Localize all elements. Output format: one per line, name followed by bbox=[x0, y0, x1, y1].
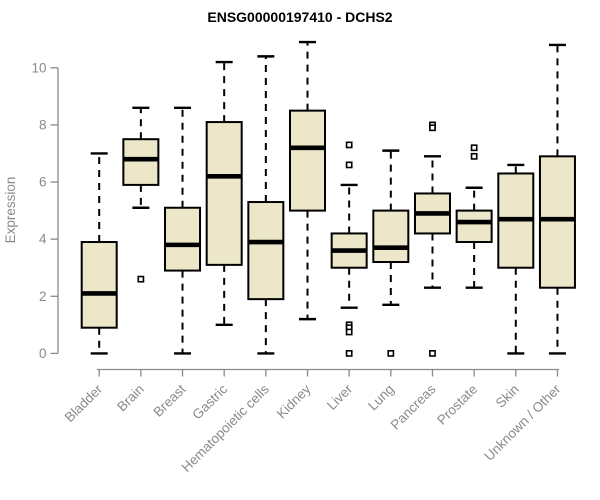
box-group bbox=[289, 40, 326, 321]
box-group bbox=[247, 55, 285, 355]
y-tick-label: 0 bbox=[39, 346, 47, 361]
x-category-label: Pancreas bbox=[388, 381, 439, 432]
y-tick-label: 4 bbox=[39, 232, 47, 247]
x-category-label: Lung bbox=[365, 382, 397, 414]
y-tick-label: 6 bbox=[39, 175, 47, 190]
outlier-point bbox=[345, 141, 353, 149]
outlier-point bbox=[387, 349, 395, 357]
x-category-label: Bladder bbox=[62, 381, 106, 425]
x-category-label: Prostate bbox=[434, 382, 480, 428]
box bbox=[455, 209, 493, 244]
outlier-point bbox=[137, 275, 145, 283]
outlier-point bbox=[470, 152, 478, 160]
outlier-point bbox=[345, 161, 353, 169]
outlier-point bbox=[345, 349, 353, 357]
box-group bbox=[164, 106, 202, 355]
box-group bbox=[205, 60, 243, 327]
box-group bbox=[538, 43, 576, 355]
box bbox=[372, 209, 410, 264]
y-tick-label: 2 bbox=[39, 289, 47, 304]
x-category-label: Breast bbox=[150, 381, 188, 419]
box-group bbox=[455, 144, 493, 289]
box bbox=[122, 138, 160, 186]
outlier-point bbox=[429, 349, 436, 357]
y-tick-label: 10 bbox=[31, 60, 46, 75]
y-axis-title: Expression bbox=[3, 177, 18, 244]
x-category-label: Brain bbox=[114, 382, 147, 415]
outlier-point bbox=[345, 328, 353, 336]
x-category-label: Skin bbox=[493, 382, 522, 411]
chart-title: ENSG00000197410 - DCHS2 bbox=[207, 9, 393, 25]
box-group bbox=[122, 106, 160, 283]
box bbox=[80, 241, 118, 329]
box bbox=[538, 155, 576, 289]
x-category-label: Unknown / Other bbox=[481, 381, 564, 464]
box-group bbox=[330, 141, 368, 357]
outlier-point bbox=[429, 124, 436, 132]
x-category-label: Kidney bbox=[274, 381, 314, 421]
y-tick-label: 8 bbox=[39, 117, 47, 132]
box-group bbox=[413, 121, 451, 357]
box bbox=[205, 121, 243, 266]
x-category-label: Liver bbox=[324, 381, 356, 413]
x-category-label: Gastric bbox=[189, 381, 230, 422]
outlier-point bbox=[470, 144, 478, 152]
box-group bbox=[372, 149, 410, 357]
box bbox=[164, 206, 202, 272]
box bbox=[289, 109, 326, 212]
box-group bbox=[497, 163, 535, 355]
box-group bbox=[80, 152, 118, 355]
box bbox=[247, 201, 285, 301]
